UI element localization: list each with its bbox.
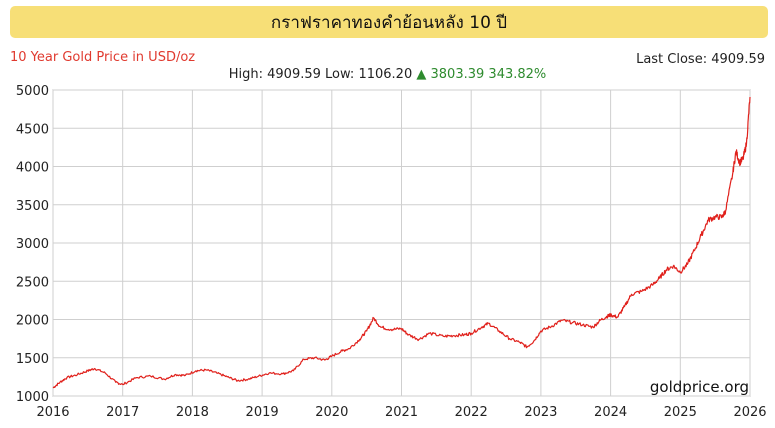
- x-tick-label: 2019: [246, 405, 279, 420]
- y-axis-ticks: 1000 1500 2000 2500 3000 3500 4000 4500 5000: [16, 84, 49, 405]
- x-tick-label: 2023: [524, 405, 557, 420]
- high-value: 4909.59: [267, 67, 321, 82]
- x-tick-label: 2025: [664, 405, 697, 420]
- change-percent: 343.82%: [488, 67, 547, 82]
- last-close-value: 4909.59: [711, 52, 765, 67]
- x-tick-label: 2017: [106, 405, 139, 420]
- y-tick-label: 3000: [16, 237, 49, 252]
- y-tick-label: 2500: [16, 275, 49, 290]
- x-tick-label: 2026: [733, 405, 766, 420]
- y-tick-label: 1000: [16, 390, 49, 405]
- x-tick-label: 2018: [176, 405, 209, 420]
- chart-title-banner: กราฟราคาทองคำย้อนหลัง 10 ปี: [10, 6, 768, 38]
- x-tick-label: 2016: [36, 405, 69, 420]
- last-close-label: Last Close:: [636, 52, 708, 67]
- y-tick-label: 4500: [16, 122, 49, 137]
- x-tick-label: 2021: [385, 405, 418, 420]
- x-tick-label: 2020: [315, 405, 348, 420]
- chart-subtitle: 10 Year Gold Price in USD/oz: [10, 50, 196, 65]
- price-stats: High: 4909.59 Low: 1106.20 ▲ 3803.39 343…: [0, 67, 775, 82]
- change-value: 3803.39: [430, 67, 485, 82]
- low-label: Low:: [325, 67, 355, 82]
- y-tick-label: 5000: [16, 84, 49, 99]
- x-tick-label: 2024: [594, 405, 627, 420]
- low-value: 1106.20: [358, 67, 413, 82]
- y-tick-label: 1500: [16, 352, 49, 367]
- chart-title: กราฟราคาทองคำย้อนหลัง 10 ปี: [270, 12, 508, 33]
- brand-watermark: goldprice.org: [649, 378, 749, 396]
- up-arrow-icon: ▲: [416, 67, 427, 82]
- high-label: High:: [228, 67, 263, 82]
- y-tick-label: 4000: [16, 161, 49, 176]
- x-axis-ticks: 2016 2017 2018 2019 2020 2021 2022 2023 2024 2025…: [36, 405, 766, 420]
- x-tick-label: 2022: [455, 405, 488, 420]
- price-series-line: [52, 96, 751, 389]
- last-close: Last Close: 4909.59: [636, 52, 765, 67]
- grid-lines: [52, 89, 751, 397]
- y-tick-label: 2000: [16, 314, 49, 329]
- y-tick-label: 3500: [16, 199, 49, 214]
